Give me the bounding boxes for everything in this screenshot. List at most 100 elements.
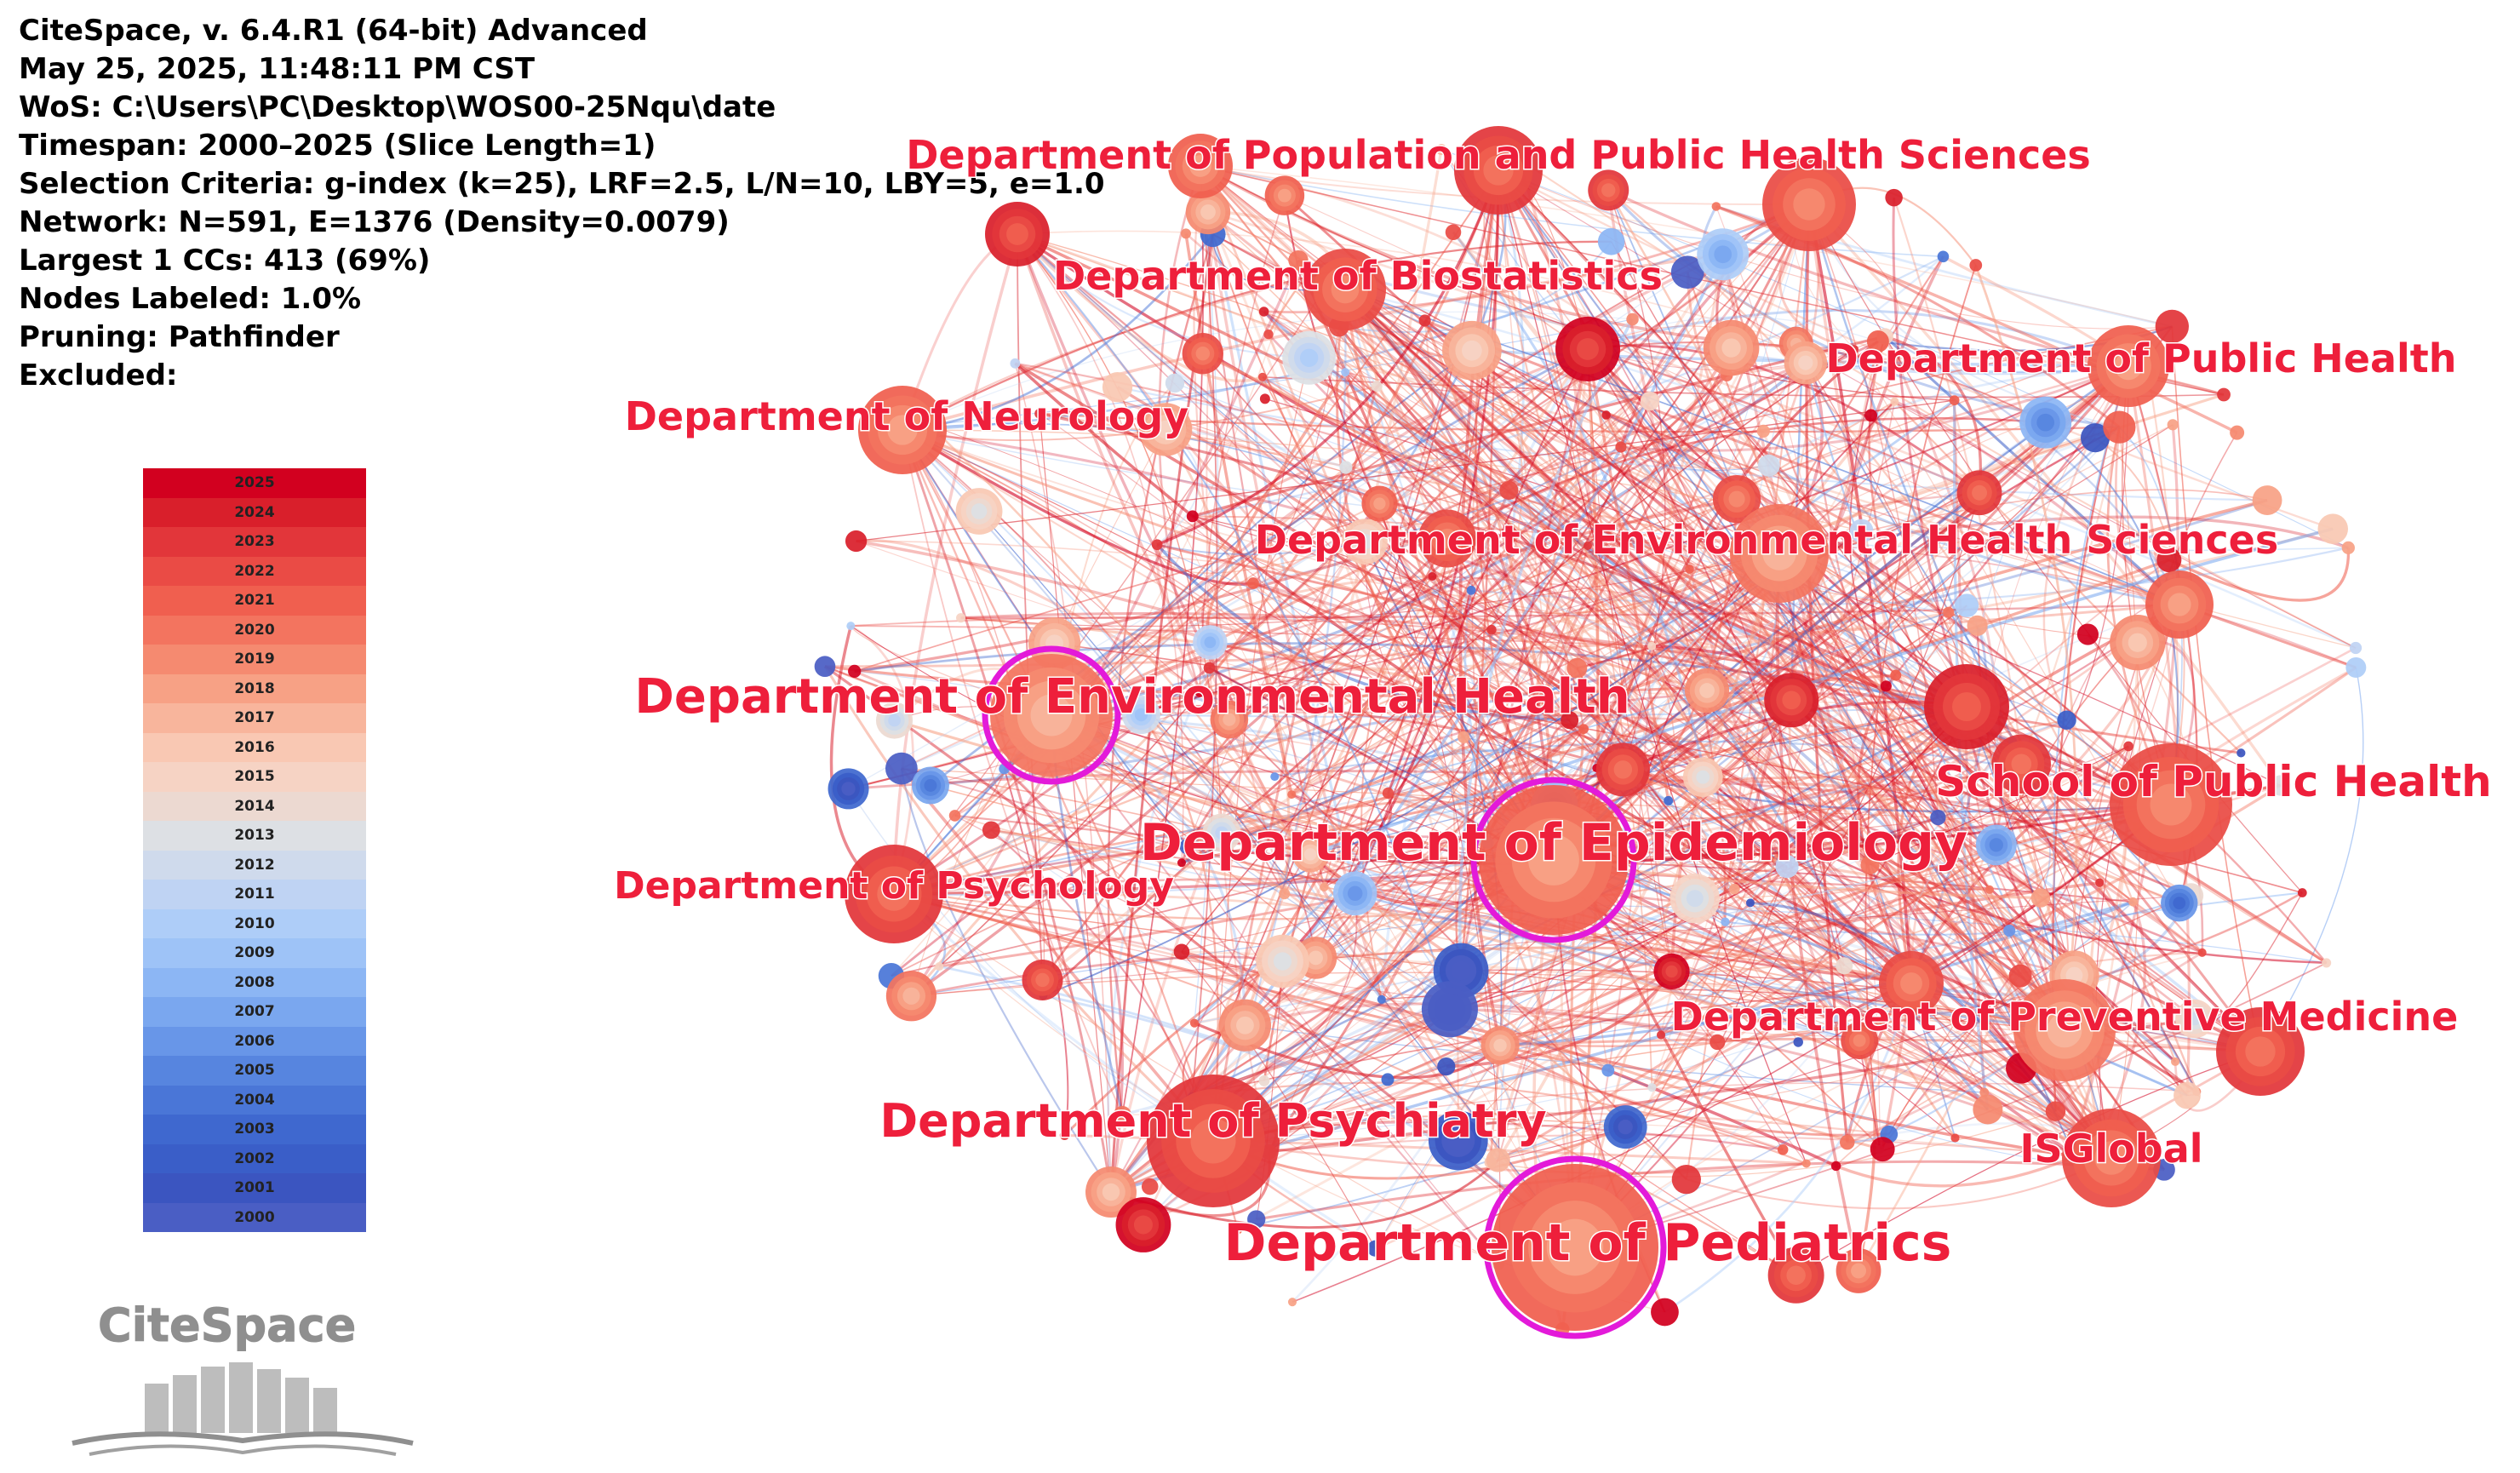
institution-node[interactable] xyxy=(2008,964,2032,988)
institution-node[interactable] xyxy=(1428,571,1437,581)
institution-node[interactable] xyxy=(1264,175,1305,215)
institution-node[interactable] xyxy=(1034,408,1045,419)
institution-node[interactable] xyxy=(1263,329,1274,340)
institution-node[interactable] xyxy=(1182,332,1223,375)
institution-node[interactable] xyxy=(1202,813,1241,852)
institution-node[interactable] xyxy=(1377,994,1386,1004)
institution-node[interactable] xyxy=(1428,1110,1488,1171)
institution-node[interactable] xyxy=(845,530,868,553)
institution-node[interactable] xyxy=(1561,711,1579,730)
institution-node[interactable] xyxy=(1885,188,1903,207)
institution-node[interactable] xyxy=(911,766,949,805)
institution-node[interactable] xyxy=(1138,403,1193,456)
institution-node[interactable] xyxy=(1656,1030,1666,1040)
institution-node[interactable] xyxy=(2252,485,2282,515)
institution-node[interactable] xyxy=(1121,696,1160,735)
institution-node[interactable] xyxy=(1186,510,1199,523)
institution-node[interactable] xyxy=(1102,372,1133,403)
institution-node[interactable] xyxy=(1777,1143,1789,1155)
institution-node[interactable] xyxy=(982,821,1000,840)
institution-node[interactable] xyxy=(1647,641,1657,651)
institution-node[interactable] xyxy=(1950,1133,1960,1143)
institution-node[interactable] xyxy=(1259,393,1270,404)
institution-node[interactable] xyxy=(1147,1075,1280,1207)
institution-node[interactable] xyxy=(1210,700,1249,739)
institution-node[interactable] xyxy=(1022,959,1063,1000)
institution-node[interactable] xyxy=(2167,419,2179,431)
institution-node[interactable] xyxy=(1836,1248,1881,1293)
institution-node[interactable] xyxy=(1830,1161,1841,1172)
institution-node[interactable] xyxy=(1793,1037,1803,1047)
institution-node[interactable] xyxy=(2057,710,2076,730)
institution-node[interactable] xyxy=(2103,410,2136,444)
institution-node[interactable] xyxy=(2161,884,2198,922)
institution-node[interactable] xyxy=(1470,777,1637,943)
institution-node[interactable] xyxy=(1764,673,1819,728)
institution-node[interactable] xyxy=(2080,423,2110,453)
institution-node[interactable] xyxy=(1442,320,1502,381)
institution-node[interactable] xyxy=(1849,519,1874,543)
institution-node[interactable] xyxy=(2145,570,2214,639)
institution-node[interactable] xyxy=(1421,981,1478,1038)
institution-node[interactable] xyxy=(2236,748,2246,758)
institution-node[interactable] xyxy=(814,656,836,678)
institution-node[interactable] xyxy=(1279,888,1291,900)
institution-node[interactable] xyxy=(1756,424,1770,438)
institution-node[interactable] xyxy=(1849,345,1859,354)
institution-node[interactable] xyxy=(1682,757,1723,798)
institution-node[interactable] xyxy=(2095,878,2105,887)
institution-node[interactable] xyxy=(1189,1018,1200,1028)
institution-node[interactable] xyxy=(1454,126,1543,215)
institution-node[interactable] xyxy=(1984,885,1994,894)
institution-node[interactable] xyxy=(1801,1159,1811,1168)
institution-node[interactable] xyxy=(1320,882,1329,892)
institution-node[interactable] xyxy=(1968,773,1978,782)
institution-node[interactable] xyxy=(1258,307,1269,317)
institution-node[interactable] xyxy=(1381,1073,1395,1086)
institution-node[interactable] xyxy=(1341,368,1350,377)
institution-node[interactable] xyxy=(1085,1166,1137,1218)
institution-node[interactable] xyxy=(1332,871,1377,916)
institution-node[interactable] xyxy=(1595,742,1650,797)
institution-node[interactable] xyxy=(1247,577,1259,589)
institution-node[interactable] xyxy=(1603,1105,1647,1149)
institution-node[interactable] xyxy=(1830,1013,1840,1023)
institution-node[interactable] xyxy=(1626,312,1639,326)
institution-node[interactable] xyxy=(1173,943,1190,960)
institution-node[interactable] xyxy=(1304,249,1386,330)
institution-node[interactable] xyxy=(1775,855,1799,879)
institution-node[interactable] xyxy=(1955,593,1979,617)
institution-node[interactable] xyxy=(2045,1101,2066,1121)
institution-node[interactable] xyxy=(1880,680,1892,692)
institution-node[interactable] xyxy=(1924,664,2009,749)
institution-node[interactable] xyxy=(1601,410,1611,420)
institution-node[interactable] xyxy=(885,752,918,785)
institution-node[interactable] xyxy=(1578,724,1589,735)
institution-node[interactable] xyxy=(1973,1094,2003,1125)
institution-node[interactable] xyxy=(1288,249,1309,271)
institution-node[interactable] xyxy=(955,488,1003,535)
institution-node[interactable] xyxy=(1729,883,1740,895)
institution-node[interactable] xyxy=(1784,341,1828,385)
institution-node[interactable] xyxy=(1762,158,1856,251)
institution-node[interactable] xyxy=(1967,615,1988,636)
institution-node[interactable] xyxy=(828,768,869,810)
institution-node[interactable] xyxy=(1185,189,1231,235)
institution-node[interactable] xyxy=(1615,441,1627,453)
institution-node[interactable] xyxy=(1671,1164,1701,1195)
institution-node[interactable] xyxy=(2345,657,2367,678)
institution-node[interactable] xyxy=(1282,330,1337,385)
institution-node[interactable] xyxy=(1151,539,1163,551)
institution-node[interactable] xyxy=(2216,1007,2305,1096)
institution-node[interactable] xyxy=(1010,358,1021,369)
institution-node[interactable] xyxy=(1247,1210,1266,1229)
institution-node[interactable] xyxy=(1165,373,1185,393)
institution-node[interactable] xyxy=(1685,565,1694,574)
institution-node[interactable] xyxy=(2110,743,2232,866)
institution-node[interactable] xyxy=(2030,888,2051,908)
institution-node[interactable] xyxy=(1588,169,1629,211)
institution-node[interactable] xyxy=(1218,999,1272,1052)
institution-node[interactable] xyxy=(1937,250,1950,263)
institution-node[interactable] xyxy=(1466,585,1476,595)
institution-node[interactable] xyxy=(1342,519,1388,565)
